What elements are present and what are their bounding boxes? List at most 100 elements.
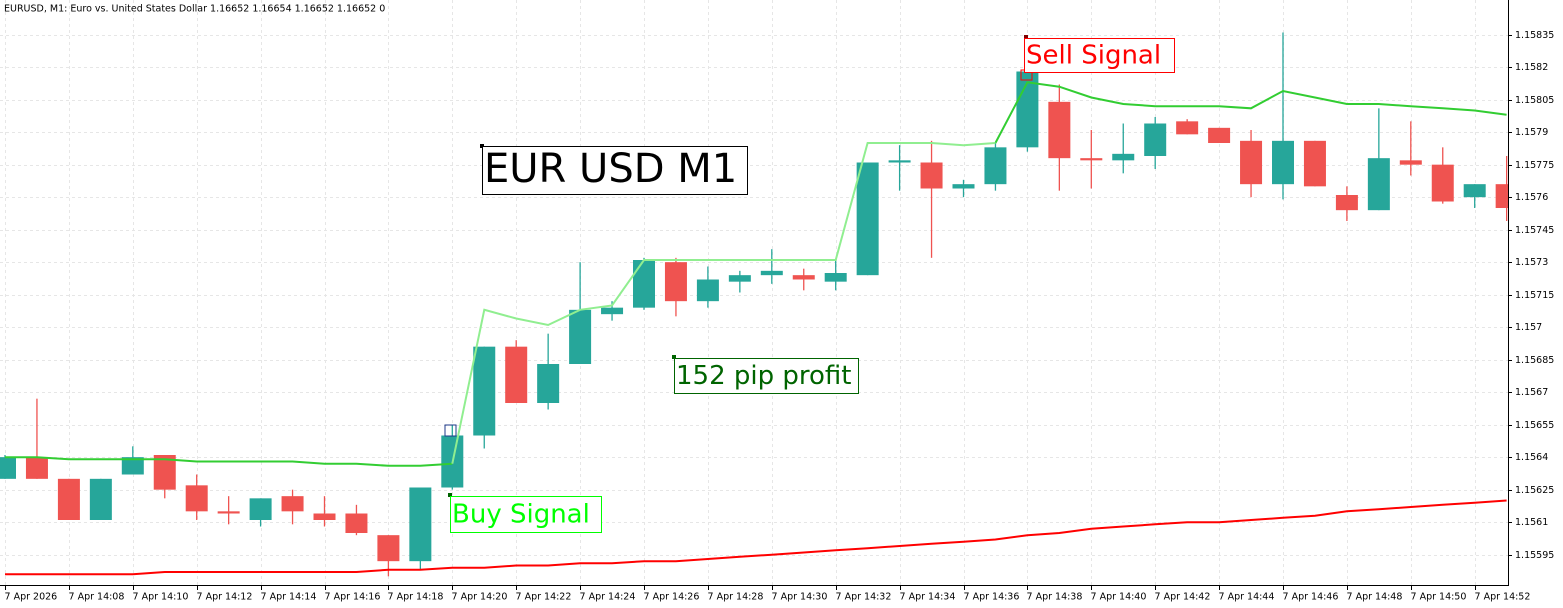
candle-body [57,478,80,520]
x-tick-label: 7 Apr 14:32 [836,592,892,603]
annotation-box [482,146,748,195]
candle-body [25,457,48,479]
x-tick-label: 7 Apr 2026 [5,592,58,603]
candle-body [696,279,719,302]
y-tick-label: 1.15625 [1515,485,1554,496]
x-tick-label: 7 Apr 14:14 [261,592,317,603]
x-tick-label: 7 Apr 14:40 [1091,592,1147,603]
grid [0,0,1508,585]
candle-body [89,478,112,520]
candle-body [1431,164,1454,202]
candle-body [1080,158,1103,161]
indicator-line [5,81,1507,467]
candle-body [1367,158,1390,211]
anchor [448,493,452,497]
indicator-line [451,142,996,464]
candle-body [217,511,240,514]
annotation: Sell Signal [1026,41,1161,71]
candle-body [281,496,304,512]
buy-arrow [444,424,457,437]
candle-body [409,487,432,562]
candle-body [473,346,496,436]
candle-body [537,364,560,403]
y-tick-label: 1.1573 [1515,257,1548,268]
candle-body [792,275,815,280]
x-tick-label: 7 Apr 14:44 [1219,592,1275,603]
annotation: EUR USD M1 [484,146,737,192]
candle-body [760,270,783,276]
y-tick-label: 1.1567 [1515,387,1548,398]
candle-body [185,485,208,512]
annotation: Buy Signal [452,500,590,530]
candle-body [249,498,272,520]
candle-body [952,184,975,189]
x-tick-label: 7 Apr 14:46 [1283,592,1339,603]
candle-body [664,262,687,302]
candle-body [856,162,879,276]
y-tick-label: 1.15595 [1515,550,1554,561]
x-tick-label: 7 Apr 14:18 [388,592,444,603]
x-tick-label: 7 Apr 14:12 [197,592,253,603]
candle-body [121,457,144,475]
candle-body [728,275,751,282]
candle-body [601,307,624,315]
candle-body [153,455,176,490]
candle-body [1208,127,1231,143]
x-tick-label: 7 Apr 14:10 [133,592,189,603]
annotation-box [450,496,602,533]
candle-body [1272,140,1294,185]
candle-body [888,160,911,163]
candle-body [1303,140,1326,187]
x-tick-label: 7 Apr 14:36 [964,592,1020,603]
candle-body [1176,121,1199,135]
candle-body [1495,184,1508,208]
candle-body [1016,71,1039,148]
y-tick-label: 1.1576 [1515,192,1548,203]
candle-body [1240,140,1263,185]
candle-body [505,346,528,403]
candle-body [920,162,943,189]
x-tick-label: 7 Apr 14:26 [644,592,700,603]
chart-title: EURUSD, M1: Euro vs. United States Dolla… [4,4,385,15]
x-tick-label: 7 Apr 14:30 [772,592,828,603]
anchor [1024,35,1028,39]
y-tick-label: 1.15805 [1515,95,1554,106]
x-tick-label: 7 Apr 14:34 [900,592,956,603]
y-tick-label: 1.15655 [1515,420,1554,431]
y-tick-label: 1.1561 [1515,517,1548,528]
x-tick-label: 7 Apr 14:16 [325,592,381,603]
candle-body [377,535,400,562]
x-tick-label: 7 Apr 14:38 [1027,592,1083,603]
x-tick-label: 7 Apr 14:20 [452,592,508,603]
plot-area [0,32,1508,577]
y-tick-label: 1.15745 [1515,225,1554,236]
indicator-line [5,499,1507,576]
y-tick-label: 1.15775 [1515,160,1554,171]
annotation: 152 pip profit [676,361,852,391]
candle-body [1399,160,1422,165]
candle-body [345,513,368,533]
candle-body [1463,184,1486,198]
candle-body [313,513,336,520]
y-tick-label: 1.15835 [1515,30,1554,41]
candle-body [1335,195,1358,211]
anchor [672,355,676,359]
candle-body [1144,123,1167,156]
y-tick-label: 1.157 [1515,322,1542,333]
candle-body [824,273,847,282]
candle-body [1048,101,1071,159]
x-tick-label: 7 Apr 14:50 [1411,592,1467,603]
candle-body [984,147,1007,185]
x-tick-label: 7 Apr 14:52 [1475,592,1531,603]
x-tick-label: 7 Apr 14:22 [516,592,572,603]
x-tick-label: 7 Apr 14:28 [708,592,764,603]
candle-body [569,309,592,364]
y-tick-label: 1.1579 [1515,127,1548,138]
x-tick-label: 7 Apr 14:42 [1155,592,1211,603]
x-tick-label: 7 Apr 14:24 [580,592,636,603]
x-tick-label: 7 Apr 14:08 [69,592,125,603]
y-tick-label: 1.15715 [1515,290,1554,301]
annotation-box [1024,38,1175,73]
